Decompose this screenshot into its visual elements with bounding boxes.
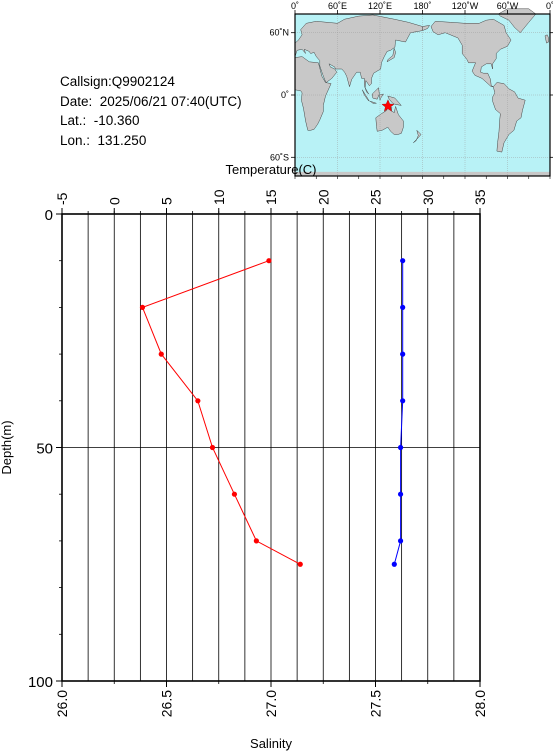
depth-axis-label: Depth(m) [0, 420, 14, 474]
salinity-tick-label: 27.0 [263, 690, 279, 717]
temperature-tick-label: 25 [368, 189, 384, 205]
temperature-line [141, 260, 301, 565]
temperature-tick-label-group: -5 [54, 192, 70, 205]
depth-tick-label: 50 [36, 441, 53, 458]
temperature-tick-label: 0 [106, 197, 122, 205]
salinity-tick-label: 26.5 [159, 690, 175, 717]
salinity-point [400, 258, 406, 264]
map-lon-label: 180˚ [413, 1, 431, 11]
temperature-tick-label-group: 10 [211, 189, 227, 205]
borneo-land [371, 87, 380, 100]
temperature-point [253, 538, 259, 544]
map-lon-label: 120˚W [452, 1, 479, 11]
temperature-tick-label: -5 [54, 192, 70, 205]
map-lat-label: 60˚N [269, 28, 289, 38]
chukotka-land [422, 25, 431, 31]
salinity-point [400, 398, 406, 404]
salinity-tick-label-group: 27.5 [368, 690, 384, 717]
antarctica-land [295, 171, 550, 176]
map-lat-label: 60˚S [270, 152, 289, 162]
south-america-land [492, 82, 526, 153]
map-lon-label: 60˚E [328, 1, 347, 11]
salinity-tick-label-group: 27.0 [263, 690, 279, 717]
salinity-point [400, 351, 406, 357]
temperature-axis-label: Temperature(C) [225, 162, 316, 177]
temperature-tick-label-group: 15 [263, 189, 279, 205]
temperature-tick-label-group: 30 [420, 189, 436, 205]
station-info: Callsign:Q9902124 Date: 2025/06/21 07:40… [60, 72, 242, 150]
temperature-tick-label-group: 25 [368, 189, 384, 205]
temperature-point [266, 258, 272, 264]
salinity-point [397, 444, 404, 451]
temperature-point [209, 444, 216, 451]
depth-tick-label: 100 [28, 674, 53, 691]
longitude-text: Lon.: 131.250 [60, 132, 147, 148]
salinity-point [397, 491, 404, 497]
salinity-tick-label-group: 28.0 [472, 690, 488, 717]
temperature-tick-label: 10 [211, 189, 227, 205]
world-map: 0˚ 60˚E 120˚E 180˚ 120˚W 60˚W 0˚ 60˚N 0˚ 60˚S [269, 1, 553, 179]
temperature-tick-label-group: 20 [315, 189, 331, 205]
map-lat-label: 0˚ [281, 90, 289, 100]
britain-land [544, 34, 549, 44]
temperature-point [297, 561, 303, 567]
temperature-tick-label-group: 35 [472, 189, 488, 205]
temperature-tick-label: 20 [315, 189, 331, 205]
temperature-point [231, 491, 238, 497]
sumatra-land [362, 89, 370, 102]
salinity-tick-label: 27.5 [368, 690, 384, 717]
north-america-land [430, 18, 512, 87]
date-text: Date: 2025/06/21 07:40(UTC) [60, 93, 242, 109]
temperature-point [195, 398, 201, 404]
new-guinea-land [387, 95, 402, 106]
temperature-point [158, 351, 164, 357]
map-lon-label: 120˚E [368, 1, 392, 11]
map-lon-label: 60˚W [497, 1, 519, 11]
temperature-point [139, 304, 146, 310]
japan-land [386, 47, 396, 63]
salinity-tick-label: 26.0 [54, 690, 70, 717]
temperature-tick-label: 5 [159, 197, 175, 205]
salinity-axis-label: Salinity [250, 736, 292, 751]
temperature-tick-label: 30 [420, 189, 436, 205]
map-lon-label: 0˚ [546, 1, 553, 11]
temperature-tick-label-group: 5 [159, 197, 175, 205]
salinity-tick-label: 28.0 [472, 690, 488, 717]
new-zealand-land [413, 129, 422, 143]
salinity-tick-label-group: 26.5 [159, 690, 175, 717]
temperature-tick-label-group: 0 [106, 197, 122, 205]
station-marker [381, 99, 395, 112]
map-lon-label: 0˚ [291, 1, 299, 11]
java-land [369, 100, 377, 104]
sulawesi-land [379, 93, 385, 101]
salinity-line [393, 260, 404, 565]
depth-tick-label: 0 [45, 207, 53, 224]
latitude-text: Lat.: -10.360 [60, 113, 140, 128]
temperature-tick-label: 35 [472, 189, 488, 205]
salinity-tick-label-group: 26.0 [54, 690, 70, 717]
africa-land [294, 56, 332, 131]
depth-axis-label-group: Depth(m) [0, 420, 14, 474]
temperature-tick-label: 15 [263, 189, 279, 205]
salinity-point [397, 538, 404, 544]
salinity-point [400, 304, 406, 310]
callsign-text: Callsign:Q9902124 [60, 74, 175, 89]
salinity-point [391, 561, 397, 567]
